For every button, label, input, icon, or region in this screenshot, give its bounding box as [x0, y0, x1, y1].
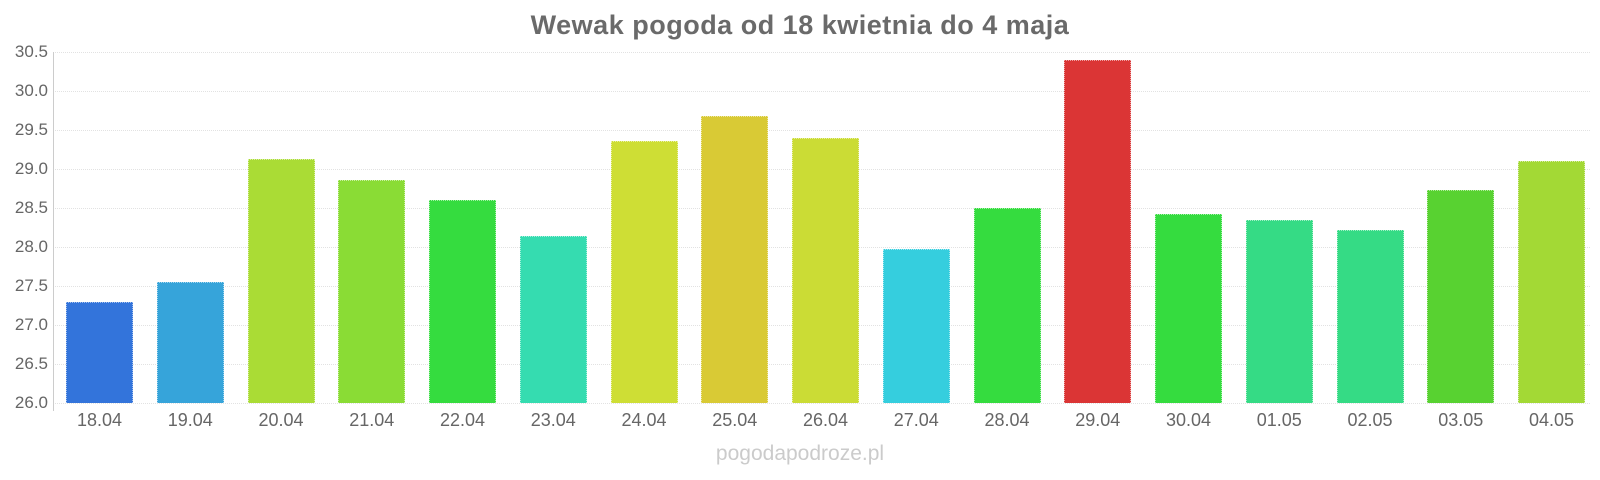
bar-28.04[interactable]	[973, 208, 1041, 403]
x-axis-tick-label: 20.04	[258, 410, 304, 430]
x-axis-tick-label: 29.04	[1075, 410, 1121, 430]
x-axis-tick-label: 18.04	[76, 410, 123, 430]
y-axis-tick-label: 27.5	[14, 276, 48, 295]
bar-27.04[interactable]	[882, 249, 950, 403]
x-axis-tick-label: 27.04	[893, 410, 939, 430]
bar-01.05[interactable]	[1245, 219, 1313, 403]
bar-02.05[interactable]	[1336, 229, 1404, 403]
bar-21.04[interactable]	[338, 179, 406, 403]
x-axis-tick-label: 30.04	[1165, 410, 1212, 430]
gridline	[53, 403, 1590, 404]
x-axis-tick-label: 19.04	[167, 410, 213, 430]
x-axis-tick-label: 03.05	[1438, 410, 1484, 430]
y-axis-tick-label: 27.0	[14, 315, 48, 334]
y-axis-tick-label: 29.5	[14, 120, 48, 139]
bar-29.04[interactable]	[1064, 59, 1132, 403]
bar-24.04[interactable]	[610, 140, 678, 403]
y-axis-tick-label: 26.0	[14, 393, 48, 412]
x-axis-tick-label: 21.04	[349, 410, 395, 430]
y-axis-line	[53, 52, 54, 411]
x-axis-tick-label: 04.05	[1528, 410, 1575, 430]
x-axis-tick-label: 28.04	[984, 410, 1030, 430]
y-axis-tick-label: 30.0	[14, 81, 48, 100]
bar-20.04[interactable]	[247, 158, 315, 403]
gridline	[53, 130, 1590, 131]
watermark: pogodapodroze.pl	[715, 442, 885, 465]
x-axis-tick-label: 26.04	[802, 410, 849, 430]
y-axis-tick-label: 28.0	[14, 237, 48, 256]
bar-03.05[interactable]	[1427, 190, 1495, 403]
bar-25.04[interactable]	[701, 115, 769, 403]
y-axis-tick-label: 28.5	[14, 198, 48, 217]
bar-18.04[interactable]	[66, 301, 133, 403]
chart-title: Wewak pogoda od 18 kwietnia do 4 maja	[530, 10, 1070, 40]
y-axis-tick-label: 26.5	[14, 354, 48, 373]
x-axis-tick-label: 25.04	[712, 410, 758, 430]
x-axis-tick-label: 02.05	[1347, 410, 1393, 430]
x-axis-tick-label: 01.05	[1256, 410, 1302, 430]
bar-22.04[interactable]	[429, 200, 496, 403]
bar-23.04[interactable]	[519, 236, 587, 403]
y-axis-tick-label: 30.5	[14, 42, 48, 61]
bar-26.04[interactable]	[792, 137, 859, 403]
bar-30.04[interactable]	[1155, 214, 1222, 403]
bar-19.04[interactable]	[156, 282, 224, 403]
bar-04.05[interactable]	[1518, 161, 1585, 403]
gridline	[53, 52, 1590, 53]
y-axis-tick-label: 29.0	[14, 159, 48, 178]
x-axis-tick-label: 23.04	[530, 410, 576, 430]
gridline	[53, 91, 1590, 92]
x-axis-tick-label: 22.04	[439, 410, 486, 430]
x-axis-tick-label: 24.04	[621, 410, 667, 430]
